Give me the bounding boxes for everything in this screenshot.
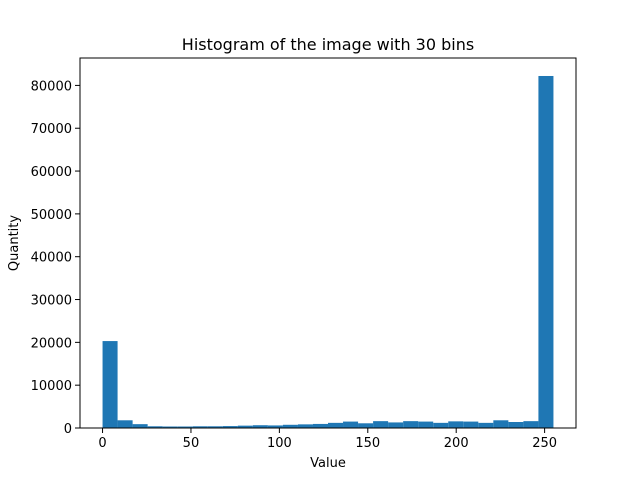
histogram-bar xyxy=(162,426,178,428)
y-tick-label: 10000 xyxy=(31,379,72,394)
histogram-bar xyxy=(147,426,163,428)
x-tick-label: 250 xyxy=(532,436,557,451)
histogram-bar xyxy=(508,422,524,428)
y-tick-label: 70000 xyxy=(31,122,72,137)
x-ticks-group: 0 50 100 150 200 250 xyxy=(98,428,557,451)
histogram-bar xyxy=(358,423,374,428)
histogram-bar xyxy=(433,422,449,428)
histogram-bar xyxy=(403,421,419,428)
histogram-bar xyxy=(312,423,328,428)
histogram-bar xyxy=(328,422,344,428)
y-tick-label: 80000 xyxy=(31,79,72,94)
y-tick-label: 0 xyxy=(64,422,72,437)
histogram-bar xyxy=(102,341,118,428)
y-tick-label: 30000 xyxy=(31,294,72,309)
x-tick-label: 100 xyxy=(267,436,292,451)
histogram-bar xyxy=(192,426,208,428)
histogram-bar xyxy=(373,421,389,428)
chart-title: Histogram of the image with 30 bins xyxy=(182,35,474,54)
y-tick-label: 60000 xyxy=(31,165,72,180)
histogram-bar xyxy=(538,75,554,429)
bars-group xyxy=(102,75,554,429)
x-axis-label: Value xyxy=(310,456,346,471)
y-tick-label: 40000 xyxy=(31,251,72,266)
histogram-bar xyxy=(448,421,464,428)
histogram-bar xyxy=(117,420,133,428)
histogram-bar xyxy=(207,426,223,428)
y-axis-label: Quantity xyxy=(7,215,22,271)
histogram-bar xyxy=(388,422,404,428)
axes-frame xyxy=(79,57,577,429)
y-ticks-group: 0 10000 20000 30000 40000 50000 60000 70000 8000… xyxy=(31,79,80,437)
x-tick-label: 200 xyxy=(444,436,469,451)
histogram-bar xyxy=(297,424,313,428)
histogram-bar xyxy=(478,422,494,428)
x-tick-label: 0 xyxy=(98,436,106,451)
histogram-bar xyxy=(343,421,359,428)
x-tick-label: 50 xyxy=(183,436,200,451)
histogram-bar xyxy=(523,421,539,428)
histogram-bar xyxy=(463,421,479,428)
histogram-bar xyxy=(222,426,238,428)
histogram-bar xyxy=(267,425,283,428)
x-tick-label: 150 xyxy=(355,436,380,451)
histogram-bar xyxy=(132,424,148,428)
histogram-bar xyxy=(282,424,298,428)
histogram-bar xyxy=(252,425,268,428)
y-tick-label: 50000 xyxy=(31,208,72,223)
histogram-bar xyxy=(177,426,193,428)
histogram-bar xyxy=(493,420,509,428)
histogram-bar xyxy=(418,421,434,428)
histogram-bar xyxy=(237,425,253,428)
y-tick-label: 20000 xyxy=(31,336,72,351)
